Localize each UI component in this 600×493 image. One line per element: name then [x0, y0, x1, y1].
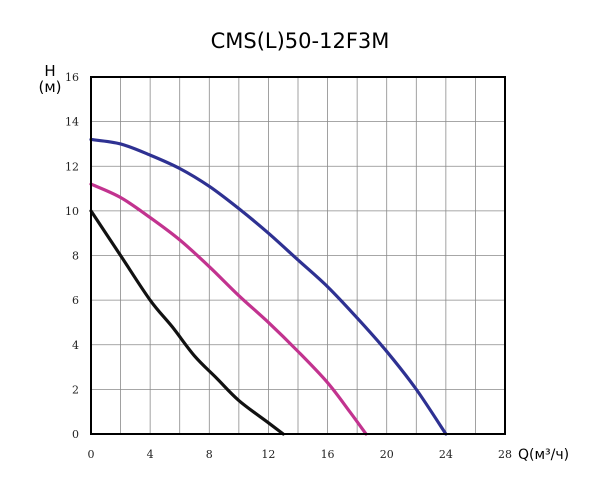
- x-tick-label: 12: [261, 448, 275, 461]
- y-axis-label: H: [44, 62, 55, 80]
- x-tick-labels: 0 4 8 12 16 20 24 28: [88, 448, 513, 461]
- x-tick-label: 16: [321, 448, 335, 461]
- y-tick-label: 10: [65, 205, 79, 218]
- x-tick-label: 0: [88, 448, 95, 461]
- series-line-2: [89, 182, 368, 436]
- x-axis-label: Q(м³/ч): [518, 447, 569, 463]
- x-tick-label: 4: [147, 448, 154, 461]
- x-tick-label: 8: [206, 448, 213, 461]
- y-tick-label: 8: [72, 250, 79, 263]
- y-tick-label: 16: [65, 71, 79, 84]
- y-tick-label: 12: [65, 160, 79, 173]
- y-tick-label: 2: [72, 383, 79, 396]
- grid-lines: [91, 77, 505, 434]
- y-axis-unit: (м): [38, 78, 61, 96]
- x-tick-label: 20: [380, 448, 394, 461]
- series-line-1: [89, 137, 448, 436]
- y-tick-label: 14: [65, 116, 79, 129]
- chart-title: CMS(L)50-12F3M: [211, 29, 390, 53]
- series-line-3: [89, 209, 285, 436]
- series-curves: [89, 137, 448, 436]
- y-tick-label: 4: [72, 339, 79, 352]
- plot-frame: [90, 76, 506, 435]
- x-tick-label: 28: [498, 448, 512, 461]
- y-tick-labels: 0 2 4 6 8 10 12 14 16: [65, 71, 79, 441]
- y-tick-label: 0: [72, 428, 79, 441]
- x-tick-label: 24: [439, 448, 453, 461]
- y-tick-label: 6: [72, 294, 79, 307]
